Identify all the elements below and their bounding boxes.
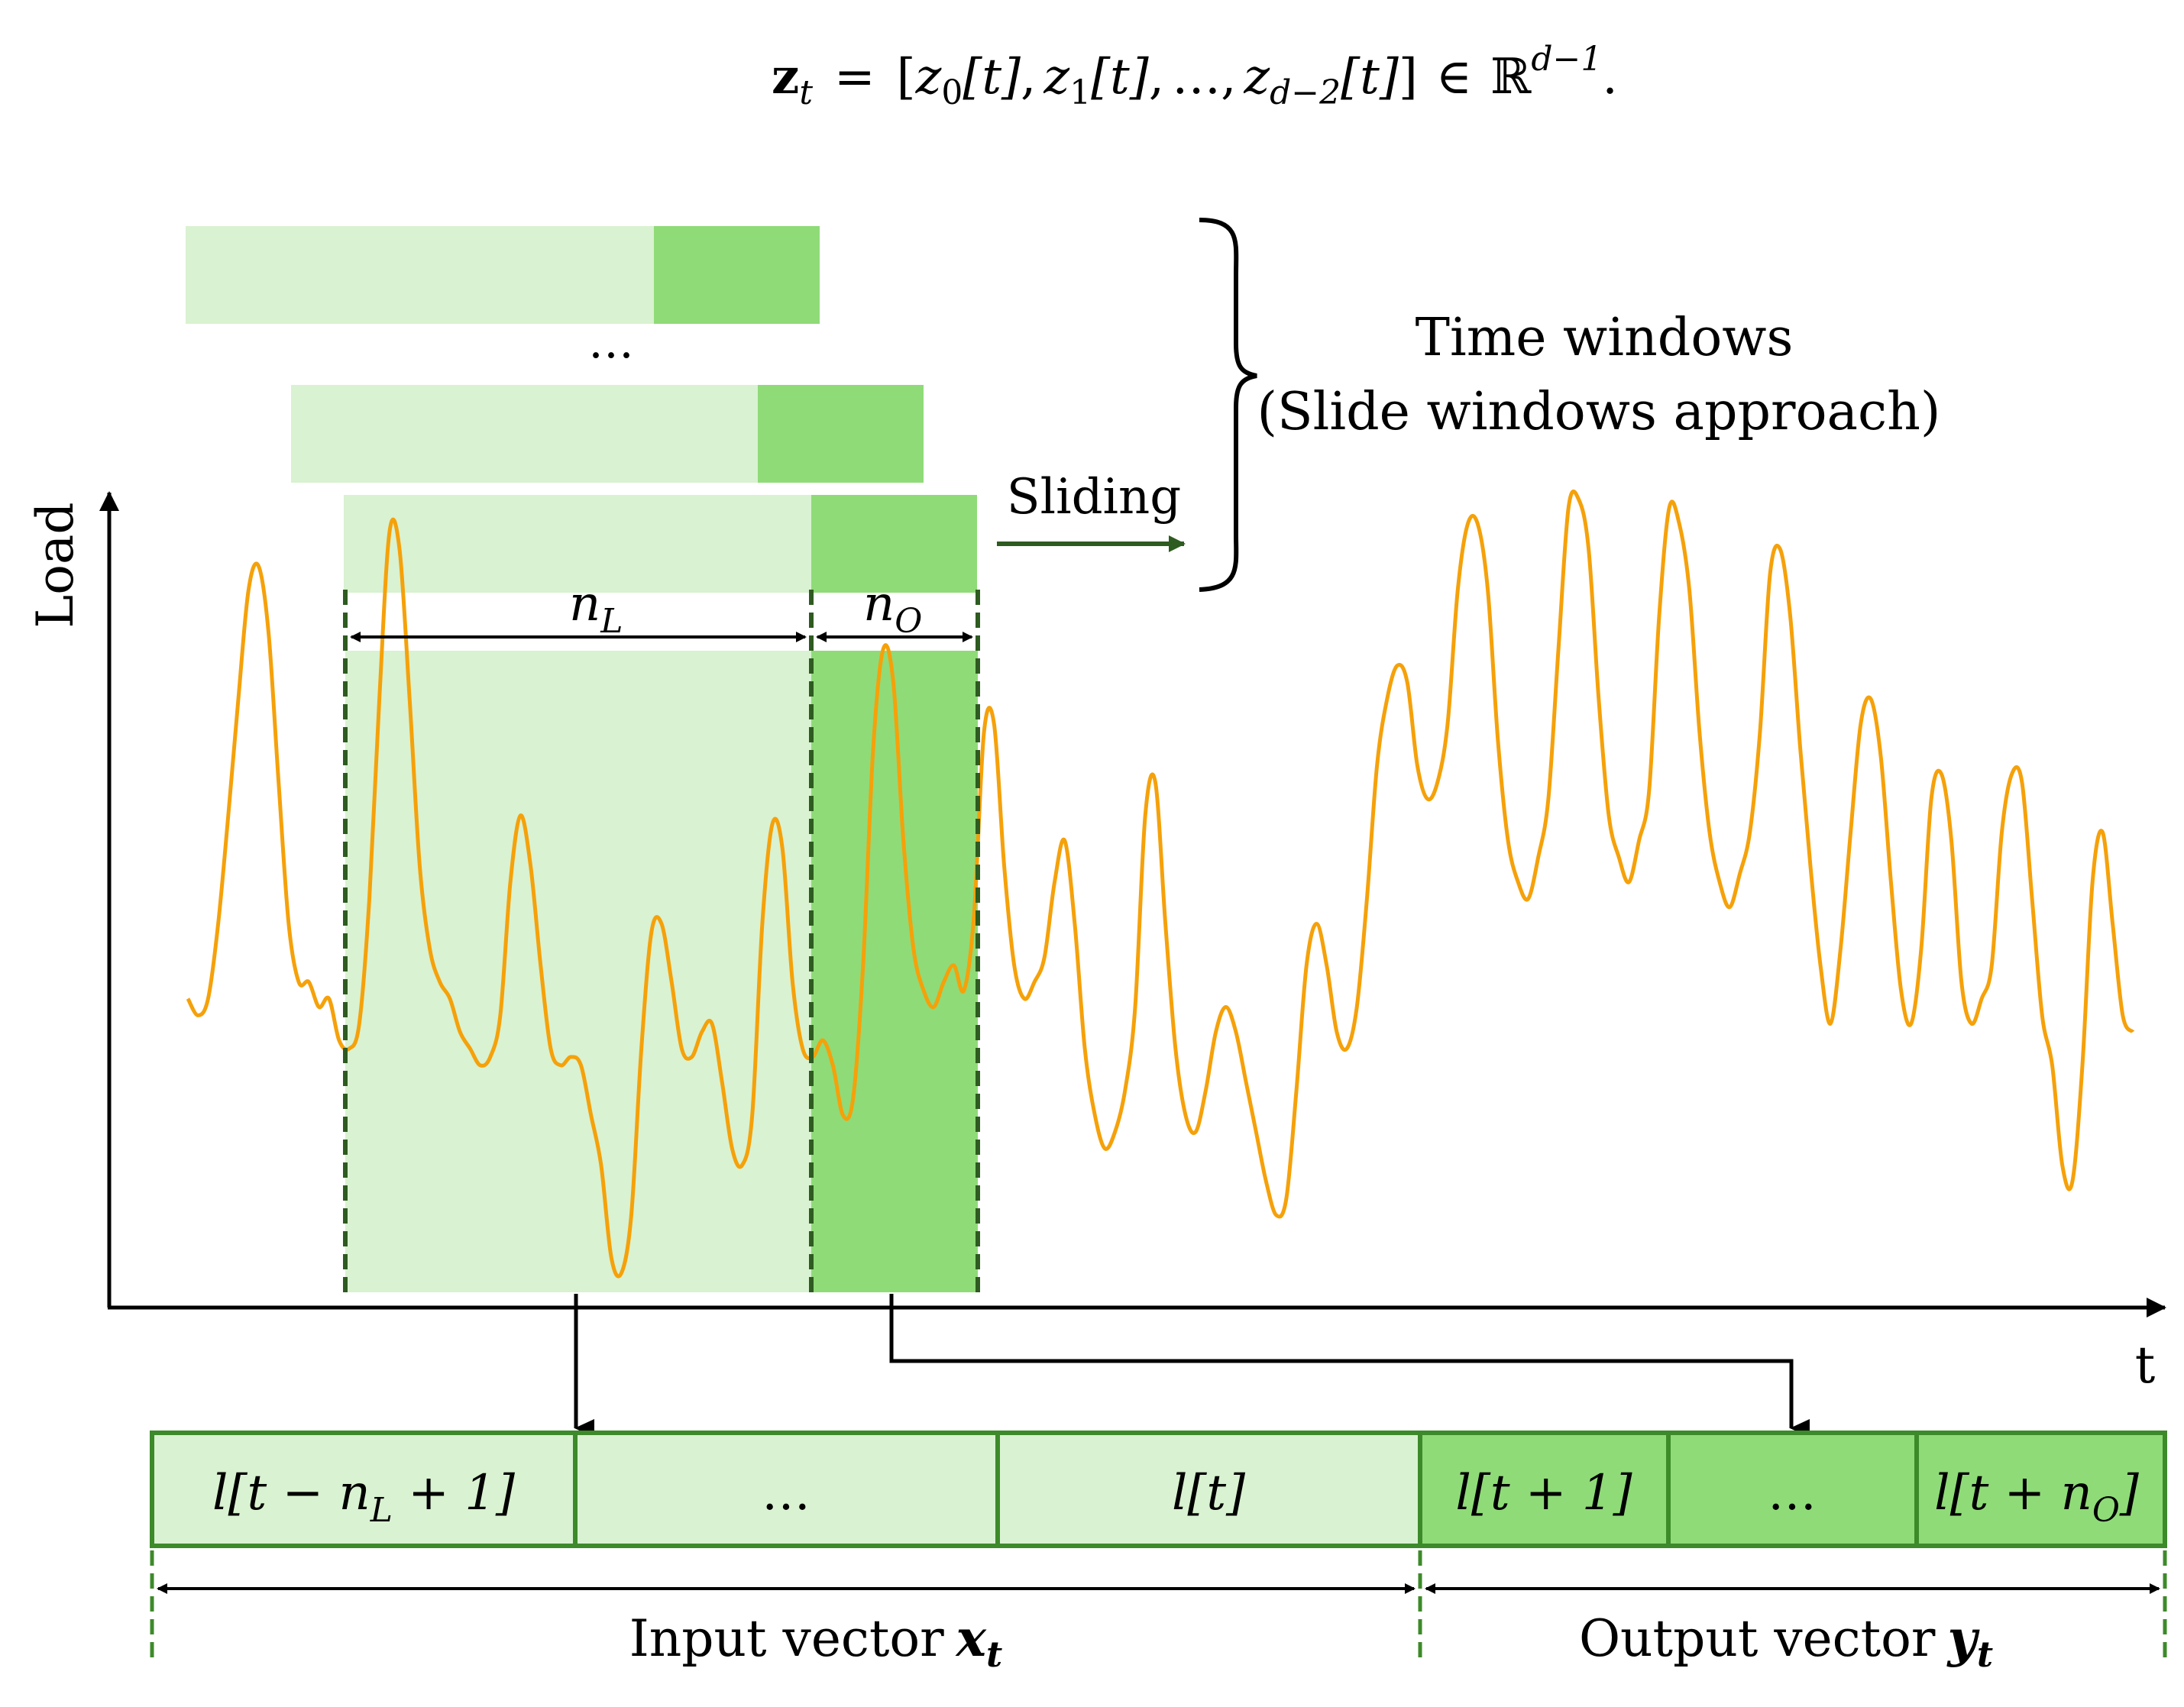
window-2-input — [291, 385, 758, 483]
input-vector-text: Input vector — [629, 1609, 944, 1668]
input-vector-sub: t — [986, 1634, 1002, 1675]
window-brace — [1199, 218, 1257, 592]
window-stack-ellipsis: … — [588, 315, 634, 369]
formula-c1-sub: 1 — [1069, 73, 1091, 112]
load-series — [186, 489, 2135, 1279]
formula-lhs: z — [772, 48, 799, 105]
vector-row: l[t − nL + 1] … l[t] l[t + 1] … l[t + nO… — [150, 1431, 2167, 1548]
formula-comma1: , — [1021, 49, 1036, 105]
formula-c0-arg: [t] — [963, 49, 1021, 105]
vector-cell-box — [995, 1431, 1422, 1548]
nL-base: n — [569, 576, 600, 632]
formula-space-sup: d−1 — [1531, 40, 1602, 79]
cell-text-main: … — [1768, 1465, 1817, 1521]
nL-label: nL — [569, 576, 623, 641]
vector-cell: … — [573, 1431, 1000, 1548]
output-vector-sub: t — [1977, 1634, 1993, 1675]
vector-cell-label: l[t] — [1172, 1465, 1246, 1521]
vector-cell-box — [1914, 1431, 2167, 1548]
vector-cell: … — [1666, 1431, 1919, 1548]
cell-text-main: l[t + 1] — [1455, 1465, 1632, 1521]
cell-text-main: l[t] — [1172, 1465, 1246, 1521]
current-output-window — [811, 651, 978, 1292]
vector-cell-box — [573, 1431, 1000, 1548]
cell-text-main: l[t − n — [212, 1465, 370, 1521]
input-vector-symbol: x — [955, 1608, 987, 1668]
vector-cell-label: l[t − nL + 1] — [212, 1465, 516, 1530]
output-vector-text: Output vector — [1579, 1609, 1936, 1668]
vector-cell-box — [150, 1431, 578, 1548]
window-2-output — [758, 385, 924, 483]
window-3-output — [811, 495, 977, 593]
vector-cell: l[t + nO] — [1914, 1431, 2167, 1548]
cell-text-sub: L — [370, 1491, 393, 1530]
cell-text-main: … — [762, 1465, 811, 1521]
formula-period: . — [1602, 49, 1617, 105]
formula-lhs-sub: t — [799, 73, 813, 112]
cell-text-post: ] — [2119, 1465, 2140, 1521]
formula-c2-sub: d−2 — [1270, 73, 1341, 112]
vector-cell-label: … — [1768, 1465, 1817, 1521]
formula: zt = [z0[t], z1[t],…, zd−2[t]] ∈ ℝd−1. — [772, 40, 1618, 112]
nO-label: nO — [863, 576, 922, 641]
vector-cell-box — [1418, 1431, 1671, 1548]
window-3-input — [344, 495, 811, 593]
formula-equals: = — [834, 49, 875, 105]
formula-comma3: , — [1221, 49, 1236, 105]
load-line — [186, 489, 2135, 1279]
formula-c2: z — [1243, 49, 1270, 105]
cell-text-post: + 1] — [393, 1465, 516, 1521]
vector-cell: l[t − nL + 1] — [150, 1431, 578, 1548]
window-1-output — [654, 226, 820, 324]
vector-cell: l[t + 1] — [1418, 1431, 1671, 1548]
vector-cell-label: l[t + nO] — [1934, 1465, 2140, 1530]
window-1-input — [186, 226, 654, 324]
formula-c1-arg: [t] — [1091, 49, 1150, 105]
output-vector-label: Output vector yt — [1579, 1608, 1993, 1675]
nL-sub: L — [600, 602, 623, 641]
formula-c0: z — [915, 49, 943, 105]
time-windows-title: Time windows — [1416, 308, 1794, 368]
cell-text-sub: O — [2092, 1491, 2120, 1530]
nO-base: n — [863, 576, 895, 632]
vector-cell-box — [1666, 1431, 1919, 1548]
time-windows-subtitle: (Slide windows approach) — [1257, 382, 1941, 442]
cell-text-main: l[t + n — [1934, 1465, 2092, 1521]
formula-comma2: , — [1149, 49, 1164, 105]
sliding-label: Sliding — [1007, 469, 1181, 525]
formula-in: ∈ — [1436, 49, 1472, 105]
formula-c0-sub: 0 — [941, 73, 963, 112]
vector-cell-label: l[t + 1] — [1455, 1465, 1632, 1521]
input-vector-label: Input vector xt — [629, 1608, 1003, 1675]
vector-cell: l[t] — [995, 1431, 1422, 1548]
vector-cell-label: … — [762, 1465, 811, 1521]
output-connector-arrow — [889, 1294, 1810, 1437]
formula-open-bracket: [ — [897, 49, 916, 105]
formula-c1: z — [1043, 49, 1070, 105]
y-axis-label: Load — [26, 502, 85, 628]
current-input-window — [345, 651, 811, 1292]
nO-sub: O — [895, 602, 922, 641]
x-axis-label: t — [2135, 1336, 2156, 1395]
formula-ellipsis: … — [1172, 49, 1221, 105]
formula-space: ℝ — [1490, 49, 1532, 105]
formula-close-bracket: ] — [1399, 49, 1418, 105]
formula-c2-arg: [t] — [1341, 49, 1399, 105]
window-stack: … — [186, 226, 977, 593]
output-vector-symbol: y — [1946, 1608, 1980, 1668]
